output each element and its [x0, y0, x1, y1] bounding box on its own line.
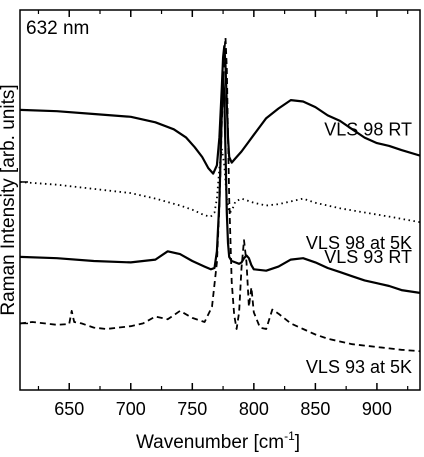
series-line-vls-93-rt	[20, 72, 420, 294]
x-tick-label: 750	[177, 399, 207, 419]
x-axis-label-close: ]	[295, 432, 300, 453]
x-axis-label: Wavenumber [cm-1]	[136, 429, 300, 453]
series-label-vls-98-at-5k: VLS 98 at 5K	[306, 233, 412, 253]
x-tick-label: 650	[54, 399, 84, 419]
x-tick-label: 700	[116, 399, 146, 419]
series-layer	[20, 36, 420, 353]
x-tick-label: 800	[239, 399, 269, 419]
y-axis-label: Raman Intensity [arb. units]	[0, 84, 19, 315]
x-tick-label: 850	[300, 399, 330, 419]
x-axis-label-superscript: -1	[284, 429, 295, 443]
laser-wavelength-annotation: 632 nm	[26, 18, 89, 39]
series-label-vls-93-at-5k: VLS 93 at 5K	[306, 357, 412, 377]
series-line-vls-98-rt	[20, 45, 420, 175]
plot-frame	[19, 9, 421, 391]
x-tick-label: 900	[362, 399, 392, 419]
series-label-vls-98-rt: VLS 98 RT	[324, 120, 412, 140]
tick-layer: 650 700 750 800 850 900	[20, 10, 409, 419]
series-label-vls-93-rt: VLS 93 RT	[324, 247, 412, 267]
series-line-vls-93-at-5k	[20, 36, 420, 353]
x-axis-label-main: Wavenumber [cm	[136, 432, 284, 453]
